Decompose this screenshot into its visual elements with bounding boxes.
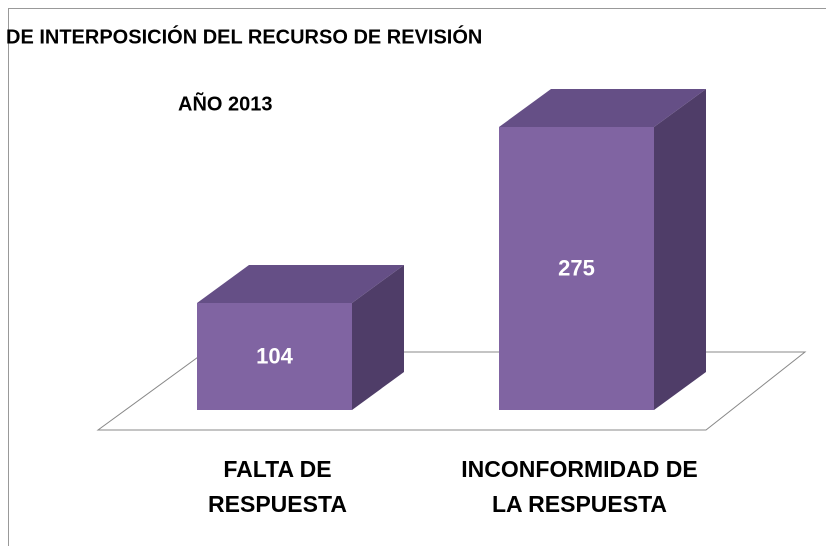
bar-side: [654, 89, 706, 410]
bar: [499, 89, 706, 410]
x-tick-label: FALTA DE RESPUESTA: [208, 456, 347, 517]
bar-front: [499, 127, 654, 410]
bar: [197, 264, 404, 410]
data-label: 104: [256, 343, 293, 368]
bar-top: [197, 264, 404, 303]
x-tick-label: INCONFORMIDAD DE LA RESPUESTA: [461, 456, 698, 517]
bar-front: [197, 302, 352, 410]
chart-title: DE INTERPOSICIÓN DEL RECURSO DE REVISIÓN: [6, 24, 482, 48]
data-label: 275: [558, 255, 595, 280]
bar-top: [499, 89, 706, 127]
bar-side: [352, 264, 404, 410]
chart-subtitle: AÑO 2013: [178, 92, 273, 115]
